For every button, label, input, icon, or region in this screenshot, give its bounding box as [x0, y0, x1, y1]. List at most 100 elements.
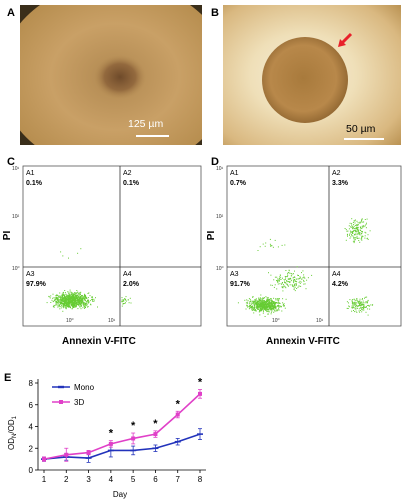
event-dot — [75, 294, 77, 296]
event-dot — [355, 302, 357, 303]
event-dot — [357, 224, 358, 226]
event-dot — [303, 281, 305, 282]
event-dot — [87, 301, 89, 303]
event-dot — [353, 228, 355, 230]
event-dot — [352, 227, 354, 229]
event-dot — [351, 303, 353, 304]
event-dot — [359, 311, 361, 313]
event-dot — [68, 295, 70, 297]
event-dot — [272, 246, 274, 248]
event-dot — [86, 303, 88, 305]
event-dot — [352, 227, 354, 229]
event-dot — [356, 227, 358, 229]
event-dot — [130, 302, 132, 304]
event-dot — [261, 310, 263, 312]
x-tick-label: 8 — [198, 475, 203, 484]
event-dot — [260, 298, 262, 300]
event-dot — [277, 303, 279, 304]
event-dot — [269, 238, 271, 240]
event-dot — [260, 305, 262, 307]
event-dot — [366, 301, 368, 303]
event-dot — [64, 296, 65, 298]
event-dot — [83, 299, 85, 301]
event-dot — [261, 301, 263, 303]
event-dot — [361, 298, 363, 300]
event-dot — [59, 299, 61, 301]
event-dot — [274, 309, 276, 311]
event-dot — [360, 307, 362, 309]
event-dot — [288, 272, 290, 274]
event-dot — [349, 299, 351, 301]
event-dot — [87, 299, 89, 301]
event-dot — [256, 307, 258, 309]
event-dot — [258, 304, 260, 306]
event-dot — [269, 243, 271, 245]
event-dot — [276, 288, 278, 290]
event-dot — [77, 308, 79, 310]
event-dot — [360, 310, 362, 311]
event-dot — [62, 295, 64, 297]
event-dot — [59, 304, 61, 305]
event-dot — [92, 299, 94, 301]
event-dot — [352, 235, 354, 237]
event-dot — [367, 314, 369, 316]
flow-c-q1-pct: 0.1% — [26, 180, 43, 187]
event-dot — [73, 299, 75, 300]
x-tick-label: 4 — [109, 475, 114, 484]
event-dot — [354, 222, 356, 224]
event-dot — [54, 299, 55, 301]
event-dot — [75, 300, 77, 302]
event-dot — [294, 279, 295, 280]
event-dot — [269, 306, 270, 308]
event-dot — [361, 304, 363, 306]
event-dot — [65, 296, 66, 298]
event-dot — [254, 301, 256, 303]
event-dot — [69, 299, 71, 301]
event-dot — [275, 310, 277, 312]
event-dot — [351, 234, 353, 236]
x-tick-label: 7 — [175, 475, 180, 484]
event-dot — [263, 306, 265, 308]
event-dot — [62, 298, 64, 300]
significance-star: * — [198, 377, 203, 389]
event-dot — [275, 306, 277, 308]
event-dot — [257, 300, 259, 302]
event-dot — [271, 305, 272, 307]
event-dot — [362, 308, 364, 310]
event-dot — [59, 301, 61, 303]
event-dot — [361, 218, 363, 220]
event-dot — [298, 275, 299, 276]
event-dot — [69, 294, 71, 296]
event-dot — [258, 300, 260, 302]
event-dot — [247, 306, 249, 308]
flow-c-ytick-mid: 10² — [12, 214, 20, 220]
event-dot — [262, 302, 264, 303]
event-dot — [360, 303, 362, 305]
flow-d-events — [237, 218, 374, 317]
event-dot — [279, 278, 280, 280]
event-dot — [353, 239, 355, 241]
event-dot — [278, 279, 280, 281]
flow-d-svg: A1 0.7% A2 3.3% A3 91.7% A4 4.2% 10¹ 10²… — [216, 165, 402, 327]
event-dot — [89, 295, 91, 297]
event-dot — [257, 304, 259, 306]
event-dot — [63, 304, 65, 306]
event-dot — [81, 304, 82, 306]
event-dot — [82, 302, 84, 304]
event-dot — [353, 224, 355, 226]
event-dot — [364, 296, 366, 298]
event-dot — [362, 298, 363, 300]
event-dot — [265, 304, 267, 305]
event-dot — [262, 297, 264, 299]
event-dot — [82, 307, 84, 309]
event-dot — [357, 233, 359, 235]
event-dot — [369, 230, 371, 232]
event-dot — [347, 235, 348, 237]
event-dot — [263, 307, 265, 309]
event-dot — [73, 306, 75, 308]
event-dot — [68, 301, 70, 303]
event-dot — [356, 228, 358, 230]
event-dot — [361, 304, 363, 305]
event-dot — [76, 296, 78, 298]
event-dot — [58, 299, 59, 301]
